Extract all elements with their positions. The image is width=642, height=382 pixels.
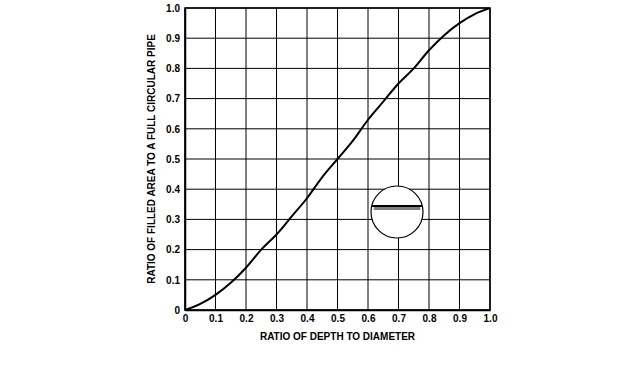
- tick-label: 0.2: [240, 313, 254, 324]
- tick-label: 0.5: [166, 154, 180, 165]
- water-hatch: [374, 207, 421, 210]
- tick: 0.8: [166, 63, 185, 74]
- grid-line-y: [185, 68, 490, 69]
- tick-label: 0.2: [166, 244, 180, 255]
- tick: 0.6: [362, 310, 376, 324]
- grid-line-y: [185, 219, 490, 220]
- x-axis: 0 0.1 0.2 0.3 0.4 0.5 0.6 0.7 0.8 0.9 1.0: [183, 310, 498, 324]
- tick-label: 0: [174, 305, 180, 316]
- grid: [185, 8, 490, 310]
- tick: 0.7: [392, 310, 406, 324]
- tick: 0.5: [166, 154, 185, 165]
- tick-label: 0.1: [166, 275, 180, 286]
- tick-label: 0.9: [453, 313, 467, 324]
- tick-label: 0.3: [166, 214, 180, 225]
- tick: 0.7: [166, 93, 185, 104]
- grid-line-y: [185, 279, 490, 280]
- tick: 0: [183, 310, 189, 324]
- data-line: [185, 8, 490, 310]
- tick: 1.0: [484, 310, 498, 324]
- tick-label: 0.1: [209, 313, 223, 324]
- tick: 0: [174, 305, 185, 316]
- tick-label: 1.0: [166, 3, 180, 14]
- tick-label: 0.8: [166, 63, 180, 74]
- grid-line-y: [185, 249, 490, 250]
- tick-label: 1.0: [484, 313, 498, 324]
- grid-line-y: [185, 189, 490, 190]
- tick: 0.9: [453, 310, 467, 324]
- tick-label: 0.6: [362, 313, 376, 324]
- tick: 0.6: [166, 124, 185, 135]
- tick-label: 0.4: [166, 184, 180, 195]
- tick: 0.4: [166, 184, 185, 195]
- y-axis-title: RATIO OF FILLED AREA TO A FULL CIRCULAR …: [146, 34, 157, 284]
- tick-label: 0.7: [166, 93, 180, 104]
- tick: 0.1: [209, 310, 223, 324]
- pipe-circle: [371, 186, 423, 238]
- y-axis: 0 0.1 0.2 0.3 0.4 0.5 0.6 0.7 0.8 0.9 1.0: [166, 3, 185, 316]
- tick-label: 0.7: [392, 313, 406, 324]
- tick: 0.2: [240, 310, 254, 324]
- grid-line-y: [185, 38, 490, 39]
- pipe-icon: [371, 186, 423, 238]
- chart: 0 0.1 0.2 0.3 0.4 0.5 0.6 0.7 0.8 0.9 1.0 0 0.1 0.2 0.…: [0, 0, 642, 382]
- water-surface: [372, 205, 423, 207]
- tick-label: 0.8: [423, 313, 437, 324]
- grid-line-y: [185, 128, 490, 129]
- tick: 0.5: [331, 310, 345, 324]
- tick-label: 0.6: [166, 124, 180, 135]
- grid-line-y: [185, 98, 490, 99]
- tick: 0.1: [166, 275, 185, 286]
- tick: 1.0: [166, 3, 185, 14]
- tick-label: 0.9: [166, 33, 180, 44]
- tick-label: 0.4: [301, 313, 315, 324]
- tick: 0.8: [423, 310, 437, 324]
- tick: 0.2: [166, 244, 185, 255]
- tick-label: 0: [183, 313, 189, 324]
- data-layer: [185, 8, 490, 310]
- x-axis-title: RATIO OF DEPTH TO DIAMETER: [260, 331, 416, 342]
- tick-label: 0.5: [331, 313, 345, 324]
- tick: 0.4: [301, 310, 315, 324]
- tick: 0.9: [166, 33, 185, 44]
- plot-frame: [185, 8, 490, 310]
- tick: 0.3: [166, 214, 185, 225]
- tick-label: 0.3: [270, 313, 284, 324]
- tick: 0.3: [270, 310, 284, 324]
